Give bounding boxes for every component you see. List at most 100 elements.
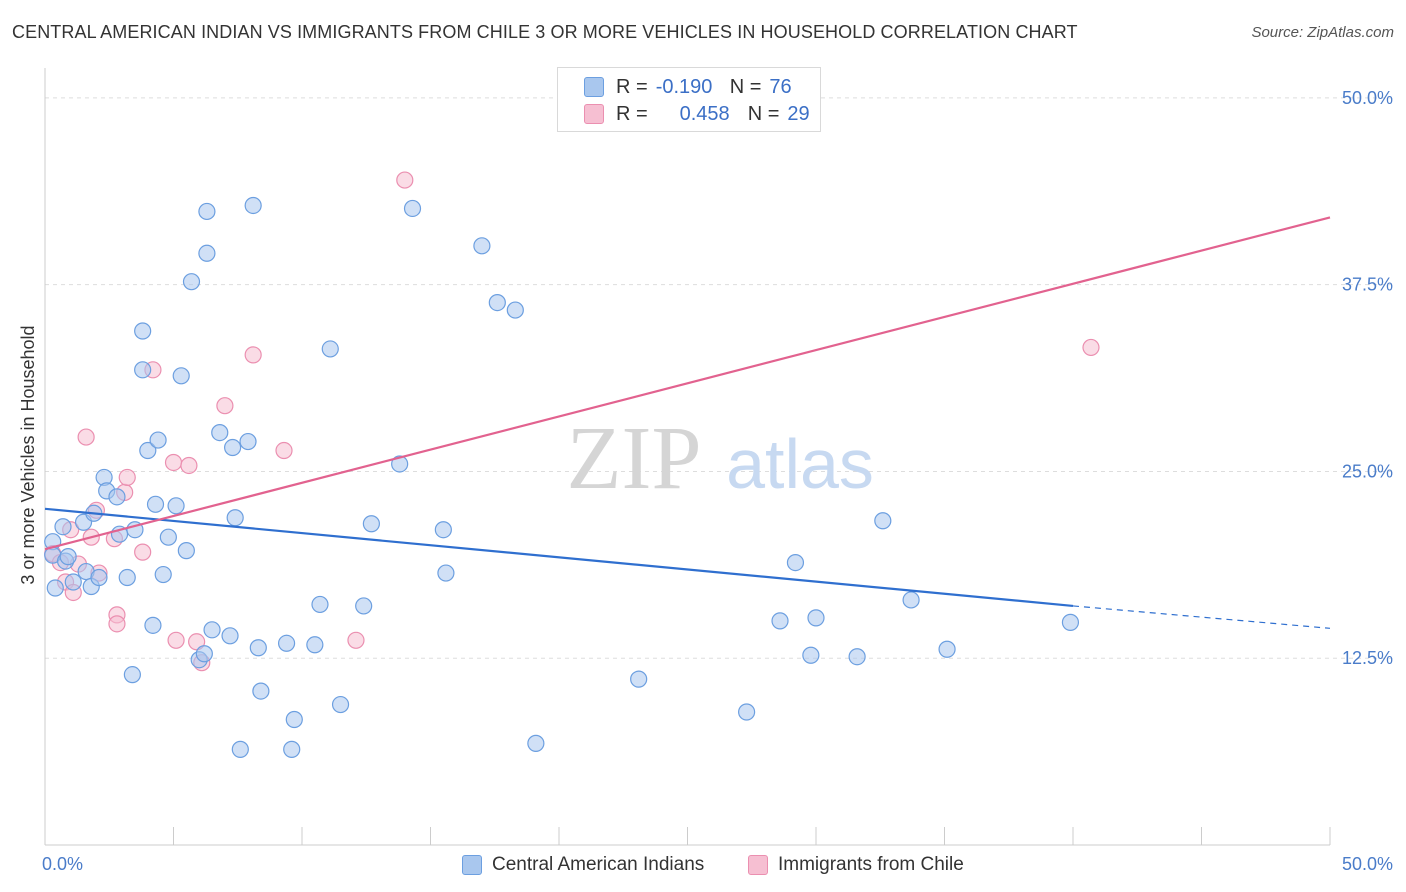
y-tick-label: 12.5% bbox=[1342, 648, 1393, 668]
data-point bbox=[331, 695, 350, 714]
legend-n-value: 29 bbox=[787, 102, 810, 125]
data-point bbox=[134, 543, 152, 561]
data-point bbox=[177, 542, 195, 560]
data-point bbox=[134, 361, 152, 379]
y-tick-label: 50.0% bbox=[1342, 88, 1393, 108]
data-point bbox=[182, 273, 201, 291]
data-point bbox=[159, 528, 177, 546]
data-point bbox=[172, 367, 190, 385]
data-point bbox=[54, 518, 72, 536]
legend-swatch-blue bbox=[462, 855, 482, 875]
data-point bbox=[403, 199, 422, 218]
data-point bbox=[391, 455, 409, 473]
data-point bbox=[1061, 613, 1080, 631]
data-point bbox=[437, 564, 455, 582]
y-tick-label: 37.5% bbox=[1342, 275, 1393, 295]
data-point bbox=[244, 196, 262, 215]
data-point bbox=[211, 423, 229, 442]
data-point bbox=[139, 441, 157, 460]
legend-label: Central American Indians bbox=[492, 854, 705, 875]
legend-swatch-pink bbox=[584, 104, 604, 124]
data-point bbox=[231, 740, 249, 758]
data-point bbox=[285, 710, 303, 729]
legend-row-pink: R = 0.458 N = 29 bbox=[584, 101, 810, 127]
y-tick-label: 25.0% bbox=[1342, 461, 1393, 481]
legend-label: Immigrants from Chile bbox=[778, 854, 964, 875]
data-point bbox=[396, 171, 414, 189]
data-point bbox=[527, 734, 545, 752]
data-point bbox=[188, 633, 206, 651]
data-point bbox=[848, 648, 866, 666]
watermark-atlas: atlas bbox=[726, 425, 874, 503]
legend-r-value: -0.190 bbox=[655, 75, 713, 98]
data-point bbox=[311, 595, 329, 614]
data-point bbox=[154, 565, 172, 584]
trend-line-central-american-indians bbox=[44, 507, 1074, 608]
data-point bbox=[249, 639, 267, 657]
data-point bbox=[244, 346, 262, 364]
x-tick-label: 50.0% bbox=[1342, 854, 1393, 874]
data-point bbox=[46, 579, 64, 597]
gridlines bbox=[45, 97, 1392, 659]
data-point bbox=[275, 441, 293, 460]
data-point bbox=[198, 202, 216, 221]
data-point bbox=[488, 293, 506, 312]
data-point bbox=[938, 640, 956, 658]
chart-title: CENTRAL AMERICAN INDIAN VS IMMIGRANTS FR… bbox=[12, 22, 1078, 42]
data-point bbox=[118, 568, 136, 587]
axes bbox=[44, 68, 1331, 846]
legend-row-blue: R = -0.190 N = 76 bbox=[584, 74, 792, 100]
data-point bbox=[134, 322, 152, 340]
source-label: Source: ZipAtlas.com bbox=[1251, 24, 1394, 41]
data-point bbox=[198, 244, 216, 262]
trend-line-extension bbox=[1072, 605, 1331, 629]
data-point bbox=[786, 553, 805, 572]
data-point bbox=[630, 670, 648, 688]
data-point bbox=[226, 509, 244, 527]
data-point bbox=[738, 703, 756, 721]
data-point bbox=[771, 612, 789, 630]
legend-swatch-blue bbox=[584, 77, 604, 97]
bottom-legend-item-central-american-indians: Central American Indians bbox=[462, 852, 704, 878]
data-point bbox=[434, 521, 452, 539]
legend-n-label: N = bbox=[729, 75, 762, 98]
data-point bbox=[239, 432, 257, 451]
data-point bbox=[362, 515, 380, 533]
data-point bbox=[167, 497, 185, 515]
data-point bbox=[224, 438, 242, 457]
data-point bbox=[252, 682, 270, 700]
data-point bbox=[164, 453, 183, 472]
legend-r-label: R = bbox=[616, 75, 648, 98]
watermark-zip: ZIP bbox=[567, 409, 702, 508]
data-point bbox=[347, 631, 365, 649]
data-point bbox=[144, 616, 162, 634]
data-point bbox=[64, 573, 82, 591]
data-point bbox=[306, 636, 324, 654]
data-point bbox=[221, 627, 239, 645]
data-point bbox=[149, 431, 167, 449]
bottom-legend-item-immigrants-from-chile: Immigrants from Chile bbox=[748, 852, 964, 878]
legend-r-value: 0.458 bbox=[679, 102, 730, 125]
data-point bbox=[807, 609, 825, 627]
data-point bbox=[216, 397, 234, 415]
data-point bbox=[118, 468, 136, 487]
data-point bbox=[167, 631, 185, 649]
data-point bbox=[108, 615, 126, 633]
data-point bbox=[108, 488, 126, 506]
data-point bbox=[180, 456, 198, 475]
x-tick-label: 0.0% bbox=[42, 854, 83, 874]
data-point bbox=[77, 428, 95, 446]
data-point bbox=[473, 237, 491, 255]
legend-swatch-pink bbox=[748, 855, 768, 875]
trend-lines bbox=[44, 216, 1331, 629]
data-point bbox=[203, 621, 221, 639]
data-point bbox=[902, 591, 920, 609]
data-point bbox=[195, 645, 213, 663]
data-point bbox=[146, 495, 165, 513]
data-point bbox=[874, 512, 892, 530]
data-point bbox=[277, 634, 296, 652]
data-point bbox=[802, 646, 820, 664]
tick-labels: 12.5% 25.0% 37.5% 50.0% 0.0% 50.0% bbox=[42, 88, 1393, 874]
data-point bbox=[321, 340, 339, 358]
